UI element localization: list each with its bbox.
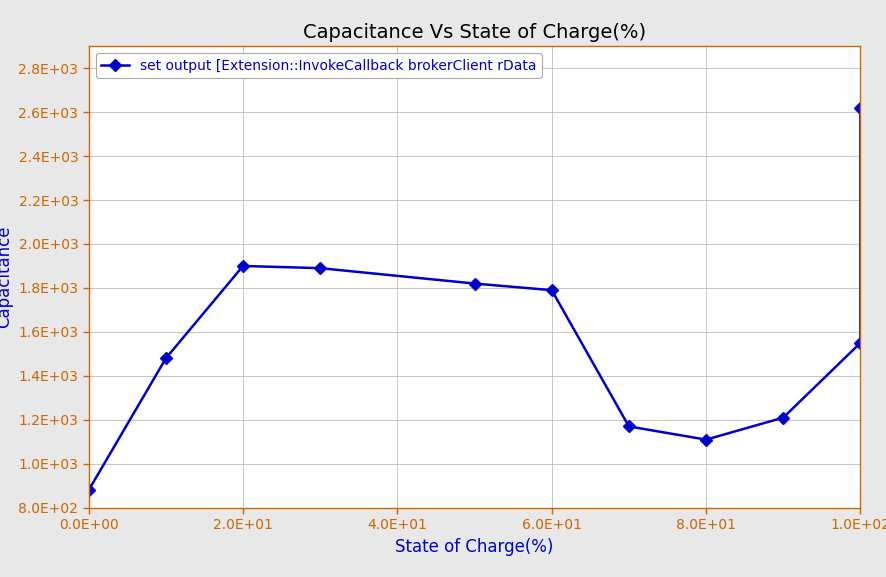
set output [Extension::InvokeCallback brokerClient rData [777,414,788,421]
set output [Extension::InvokeCallback brokerClient rData [237,263,248,269]
set output [Extension::InvokeCallback brokerClient rData [854,104,865,111]
set output [Extension::InvokeCallback brokerClient rData [83,487,94,494]
set output [Extension::InvokeCallback brokerClient rData [160,355,171,362]
Title: Capacitance Vs State of Charge(%): Capacitance Vs State of Charge(%) [303,23,645,42]
Y-axis label: Capacitance: Capacitance [0,226,12,328]
set output [Extension::InvokeCallback brokerClient rData [623,423,633,430]
set output [Extension::InvokeCallback brokerClient rData [315,265,325,272]
X-axis label: State of Charge(%): State of Charge(%) [395,538,553,556]
set output [Extension::InvokeCallback brokerClient rData [469,280,479,287]
set output [Extension::InvokeCallback brokerClient rData [700,436,711,443]
Legend: set output [Extension::InvokeCallback brokerClient rData: set output [Extension::InvokeCallback br… [96,53,541,78]
Line: set output [Extension::InvokeCallback brokerClient rData: set output [Extension::InvokeCallback br… [84,103,864,494]
set output [Extension::InvokeCallback brokerClient rData [546,287,556,294]
set output [Extension::InvokeCallback brokerClient rData [854,339,865,346]
